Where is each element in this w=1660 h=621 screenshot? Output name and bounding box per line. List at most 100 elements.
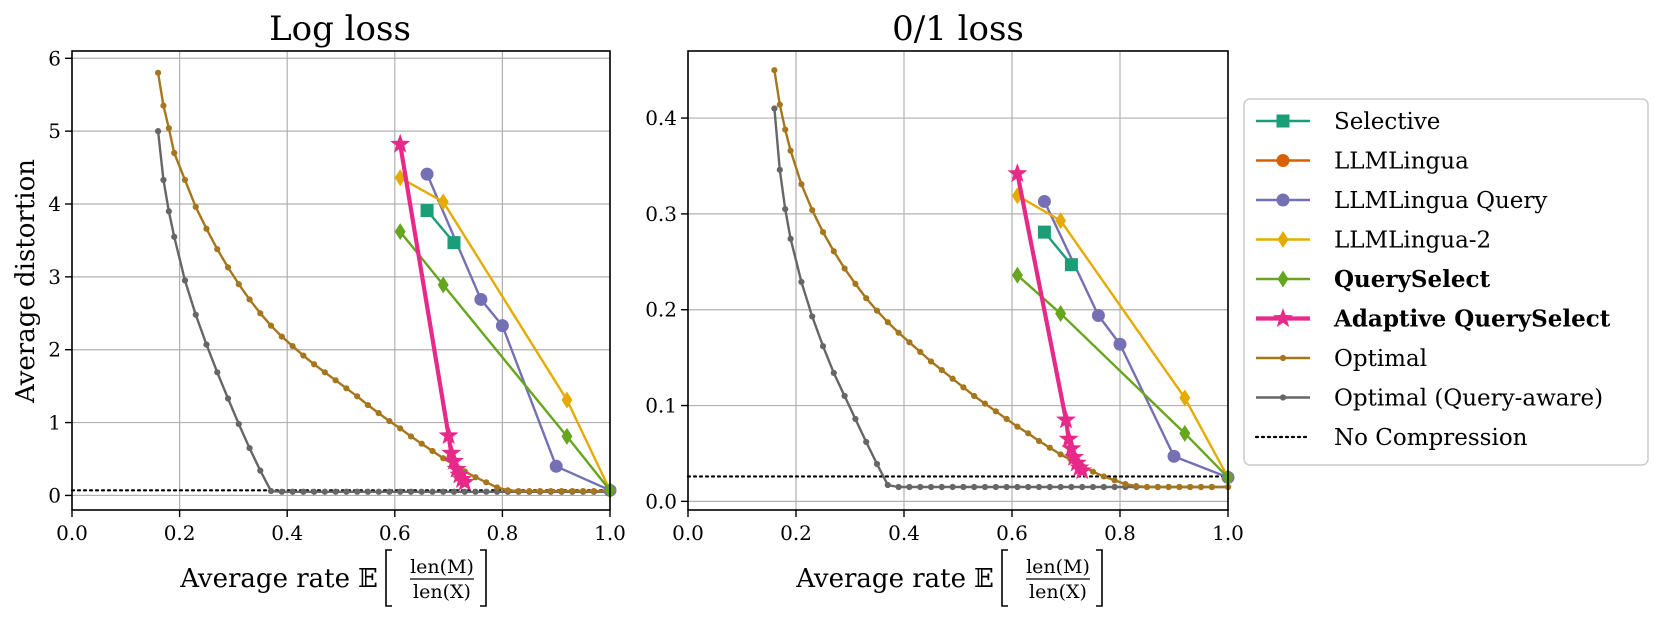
zero-one-loss-point-optimal-query-aware bbox=[1068, 483, 1075, 491]
zero-one-loss-point-optimal bbox=[1133, 482, 1140, 490]
zero-one-loss-axes-frame bbox=[687, 50, 1229, 511]
log-loss-axes-frame bbox=[71, 50, 611, 511]
log-loss-xlabel: Average rate bbox=[179, 564, 350, 594]
zero-one-loss-point-optimal bbox=[917, 348, 924, 355]
zero-one-loss-point-optimal bbox=[841, 265, 848, 272]
legend-marker-adaptive-queryselect bbox=[1273, 308, 1293, 327]
log-loss-xtick-label: 0.2 bbox=[164, 521, 196, 545]
zero-one-loss-series-queryselect bbox=[1011, 266, 1234, 486]
log-loss-line-optimal-query-aware bbox=[156, 131, 610, 493]
zero-one-loss-point-adaptive-queryselect bbox=[1072, 460, 1093, 480]
legend-label-queryselect: QuerySelect bbox=[1334, 266, 1490, 293]
log-loss-point-optimal-query-aware bbox=[160, 176, 167, 184]
log-loss-grid bbox=[71, 51, 611, 510]
zero-one-loss-title: 0/1 loss bbox=[892, 9, 1024, 49]
log-loss-point-optimal bbox=[397, 425, 404, 432]
log-loss-point-optimal bbox=[257, 310, 264, 317]
legend-marker-optimal bbox=[1279, 354, 1287, 362]
log-loss-point-optimal bbox=[203, 225, 210, 232]
log-loss-point-optimal bbox=[171, 149, 178, 157]
log-loss-point-optimal bbox=[440, 455, 447, 462]
zero-one-loss-point-optimal bbox=[1197, 483, 1205, 491]
zero-one-loss-point-optimal-query-aware bbox=[873, 460, 881, 468]
log-loss-point-llmlingua-query bbox=[474, 292, 488, 306]
log-loss-point-adaptive-queryselect bbox=[446, 458, 467, 478]
zero-one-loss-point-selective bbox=[1037, 225, 1051, 239]
zero-one-loss-series bbox=[686, 67, 1235, 491]
log-loss-point-optimal bbox=[364, 401, 371, 409]
legend-box bbox=[1243, 98, 1649, 466]
log-loss-point-optimal-query-aware bbox=[472, 488, 479, 495]
log-loss-point-optimal bbox=[580, 487, 587, 495]
zero-one-loss-point-llmlingua-2 bbox=[1179, 389, 1191, 407]
zero-one-loss-fraction-denominator: len(X) bbox=[1029, 581, 1087, 603]
log-loss-point-queryselect bbox=[437, 276, 449, 294]
zero-one-loss-ytick-label: 0.4 bbox=[645, 106, 677, 130]
legend-item-llmlingua: LLMLingua bbox=[1256, 149, 1469, 175]
zero-one-loss-point-optimal-query-aware bbox=[938, 483, 945, 491]
zero-one-loss-point-adaptive-queryselect bbox=[1069, 457, 1090, 477]
zero-one-loss-point-optimal-query-aware bbox=[992, 483, 999, 491]
zero-one-loss-point-optimal bbox=[884, 319, 891, 326]
legend-label-llmlingua-query: LLMLingua Query bbox=[1334, 188, 1547, 214]
log-loss-point-optimal-query-aware bbox=[224, 395, 232, 402]
zero-one-loss-point-optimal-query-aware bbox=[971, 483, 978, 491]
zero-one-loss-ytick-label: 0.2 bbox=[645, 298, 677, 322]
zero-one-loss-point-adaptive-queryselect bbox=[1064, 446, 1085, 466]
log-loss-panel: Log loss 0.0 0.2 0.4 0.6 0.8 1.0 0 1 2 3 4 5 6 Avera… bbox=[11, 9, 626, 607]
legend-label-llmlingua-2: LLMLingua-2 bbox=[1334, 228, 1491, 254]
log-loss-fraction-numerator: len(M) bbox=[410, 556, 474, 578]
zero-one-loss-fraction-numerator: len(M) bbox=[1026, 556, 1090, 578]
log-loss-point-optimal bbox=[418, 440, 425, 447]
zero-one-loss-point-adaptive-queryselect bbox=[1056, 409, 1076, 429]
log-loss-point-optimal bbox=[192, 203, 199, 211]
zero-one-loss-point-adaptive-queryselect bbox=[1007, 163, 1028, 183]
log-loss-point-queryselect bbox=[561, 427, 573, 445]
zero-one-loss-ticks: 0.0 0.2 0.4 0.6 0.8 1.0 0.0 0.1 0.2 0.3 0.4 bbox=[645, 106, 1244, 545]
log-loss-point-optimal bbox=[547, 487, 554, 495]
legend-marker-queryselect bbox=[1277, 270, 1289, 288]
zero-one-loss-point-optimal-query-aware bbox=[809, 313, 816, 320]
log-loss-point-optimal bbox=[515, 487, 522, 495]
zero-one-loss-point-optimal bbox=[1089, 468, 1097, 475]
log-loss-ytick-label: 1 bbox=[48, 411, 61, 435]
log-loss-point-optimal-query-aware bbox=[429, 488, 436, 495]
log-loss-ytick-label: 2 bbox=[48, 338, 61, 362]
zero-one-loss-point-optimal-query-aware bbox=[1014, 483, 1021, 491]
legend-items: Selective LLMLingua LLMLingua Query LLMLing… bbox=[1254, 109, 1611, 451]
log-loss-series-queryselect bbox=[394, 223, 616, 499]
zero-one-loss-point-optimal bbox=[830, 248, 837, 255]
zero-one-loss-point-optimal bbox=[960, 384, 967, 391]
log-loss-point-optimal-query-aware bbox=[257, 467, 264, 474]
log-loss-xtick-label: 1.0 bbox=[594, 521, 626, 545]
zero-one-loss-point-optimal-query-aware bbox=[787, 235, 794, 242]
legend-item-llmlingua-query: LLMLingua Query bbox=[1256, 188, 1547, 214]
zero-one-loss-point-optimal-query-aware bbox=[949, 483, 956, 491]
log-loss-point-optimal bbox=[343, 385, 350, 392]
zero-one-loss-series-selective bbox=[1037, 225, 1078, 272]
log-loss-point-optimal bbox=[569, 487, 576, 495]
zero-one-loss-point-optimal bbox=[992, 408, 999, 415]
log-loss-point-optimal bbox=[526, 487, 533, 495]
log-loss-point-optimal bbox=[332, 377, 339, 384]
log-loss-point-optimal-query-aware bbox=[203, 341, 210, 348]
zero-one-loss-point-optimal bbox=[782, 126, 789, 133]
zero-one-loss-point-optimal bbox=[1100, 473, 1107, 480]
zero-one-loss-xlabel-group: Average rate 𝔼 len(M) len(X) bbox=[795, 549, 1103, 607]
log-loss-point-optimal-query-aware bbox=[214, 369, 221, 376]
log-loss-point-optimal bbox=[246, 296, 253, 303]
log-loss-point-optimal bbox=[354, 393, 361, 400]
log-loss-point-optimal-query-aware bbox=[364, 488, 371, 495]
log-loss-point-llmlingua-2 bbox=[561, 391, 573, 409]
log-loss-left-bracket bbox=[385, 549, 392, 607]
legend-item-no-compression: No Compression bbox=[1254, 425, 1528, 451]
log-loss-xlabel-group: Average rate 𝔼 len(M) len(X) bbox=[179, 549, 487, 607]
zero-one-loss-grid bbox=[687, 51, 1229, 510]
log-loss-point-optimal-query-aware bbox=[246, 444, 253, 452]
zero-one-loss-line-llmlingua-2 bbox=[1016, 194, 1230, 478]
log-loss-point-llmlingua-query bbox=[495, 319, 509, 333]
zero-one-loss-xtick-label: 0.2 bbox=[780, 521, 812, 545]
legend-marker-optimal-query-aware bbox=[1279, 394, 1287, 401]
legend-marker-llmlingua bbox=[1276, 154, 1290, 167]
log-loss-xtick-label: 0.0 bbox=[56, 521, 88, 545]
